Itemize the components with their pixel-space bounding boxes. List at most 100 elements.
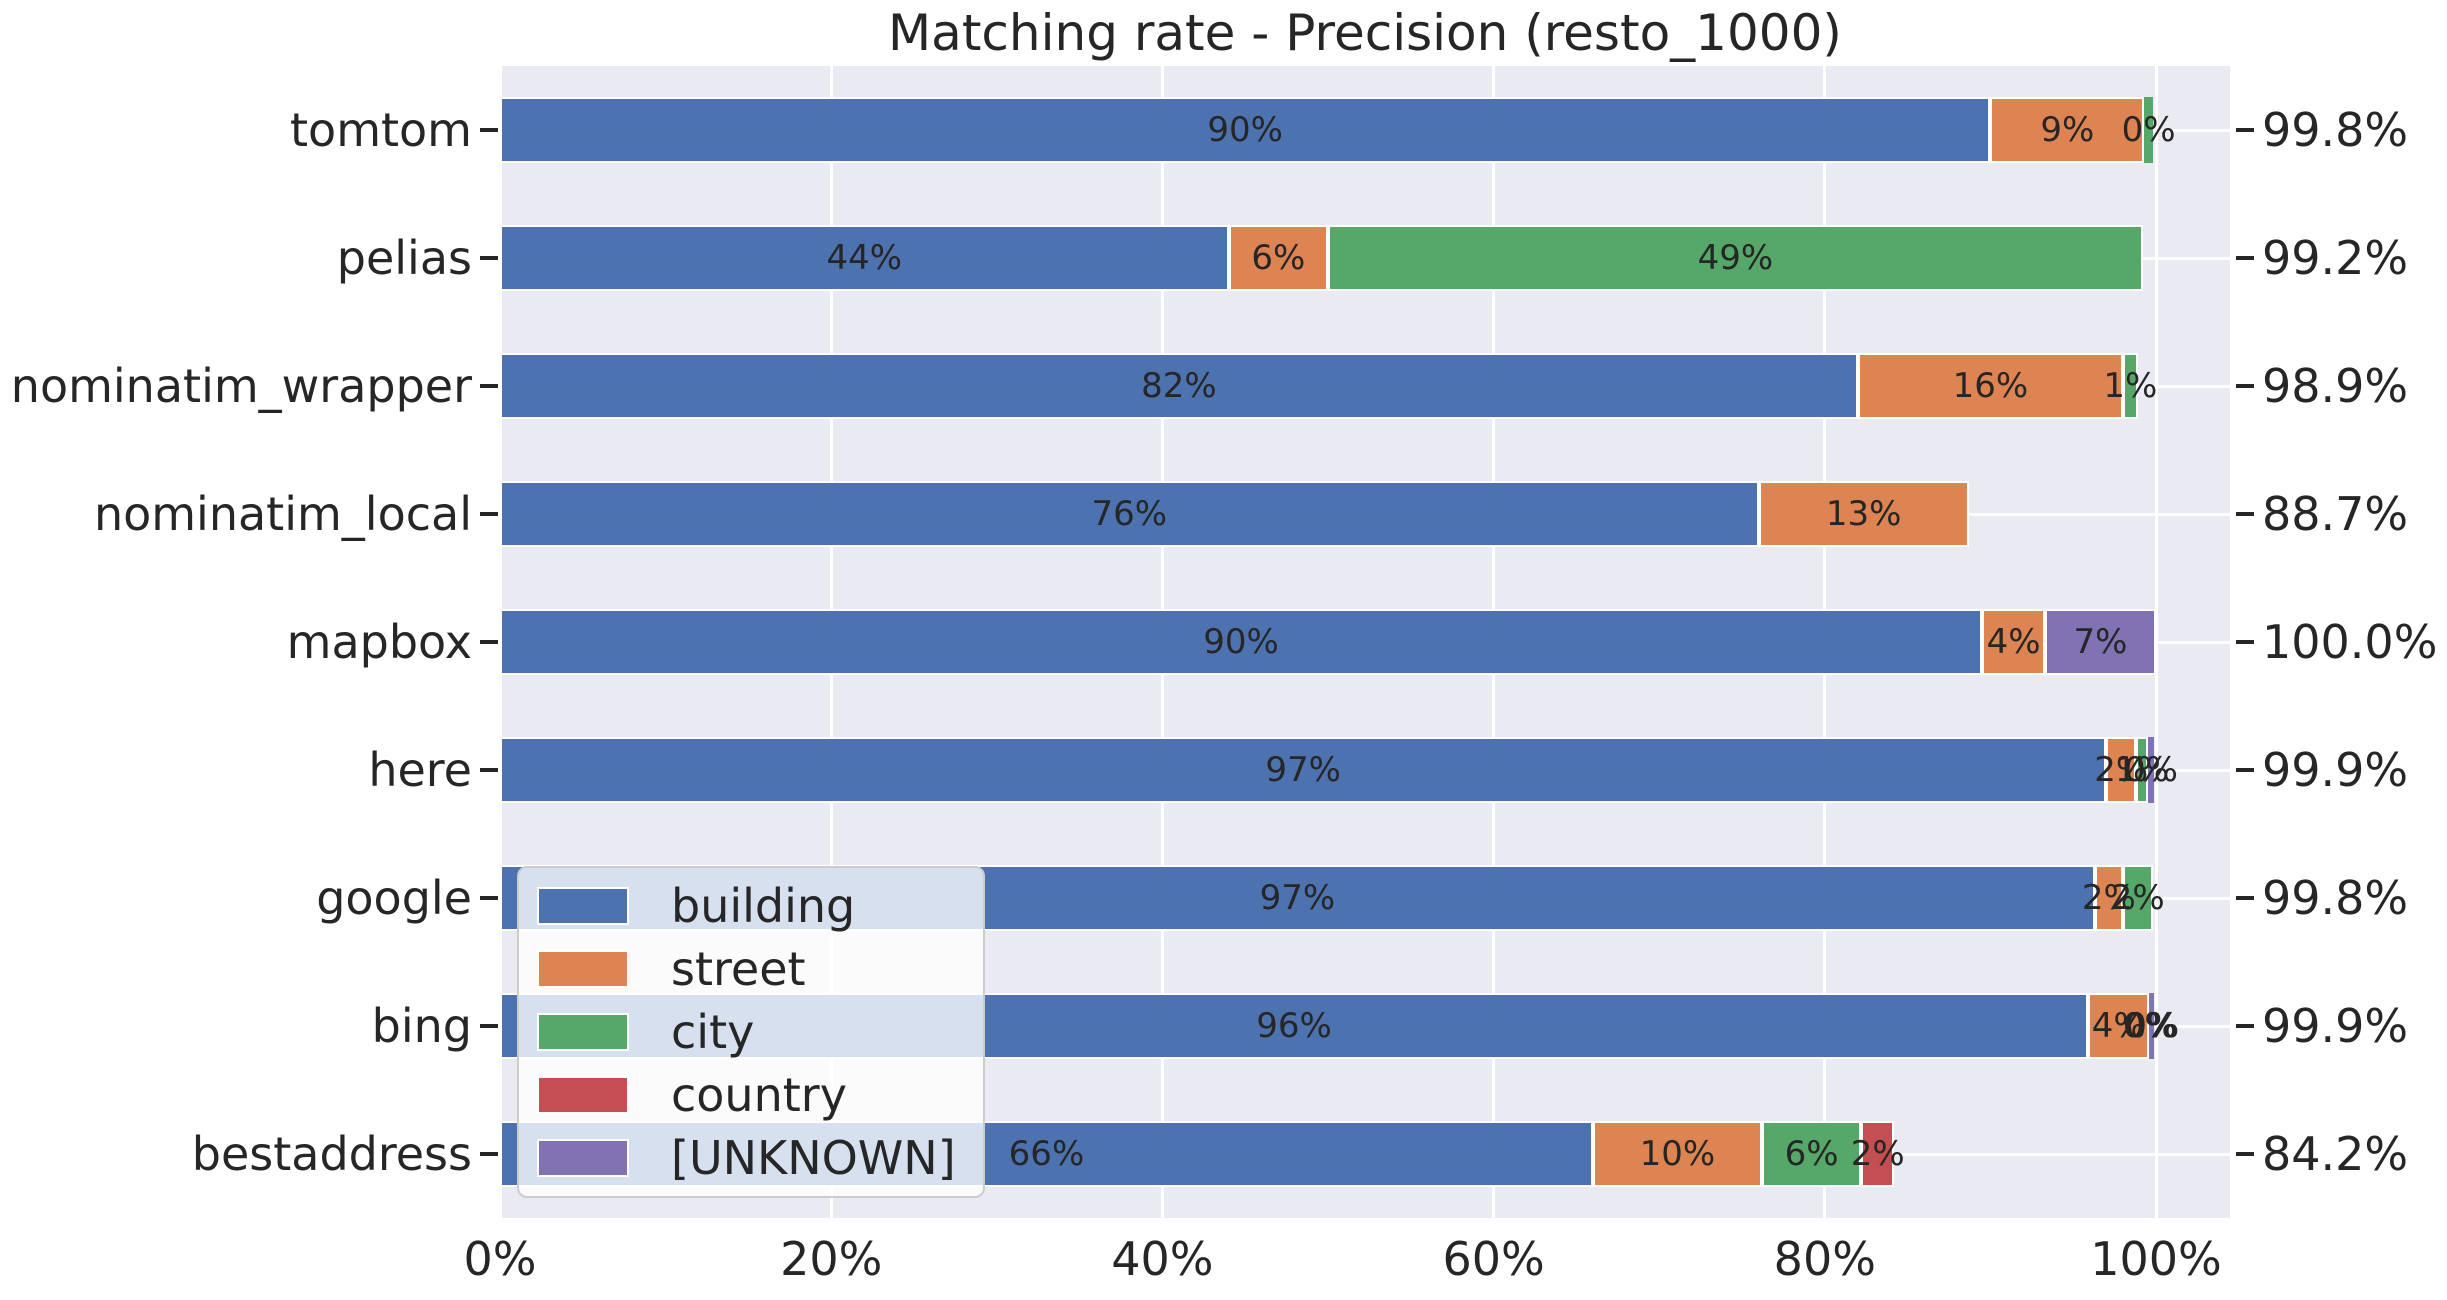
- bar-segment-label: 2%: [2081, 878, 2136, 918]
- bar-segment-street: [1857, 353, 2123, 419]
- bar-segment-label: 0%: [2124, 750, 2179, 790]
- bar-segment-street: [1592, 1121, 1762, 1187]
- bar-segment-label: 76%: [1091, 494, 1168, 534]
- y-tick-label: tomtom: [290, 103, 472, 157]
- legend-item-label: [UNKNOWN]: [671, 1131, 956, 1185]
- chart-title: Matching rate - Precision (resto_1000): [888, 4, 1842, 62]
- bar-segment-label: 90%: [1203, 622, 1279, 662]
- bar-segment-city: [1328, 225, 2143, 291]
- bar-segment-street: [1982, 609, 2046, 675]
- legend: building street city country [UNKNOWN]: [517, 866, 985, 1198]
- bar-segment-country: [1861, 1121, 1895, 1187]
- legend-swatch-building: [537, 887, 629, 925]
- y-tick-mark: [480, 512, 498, 516]
- x-tick-label: 60%: [1442, 1232, 1545, 1286]
- bar-segment-label: 2%: [2110, 878, 2165, 918]
- bar-segment-label: 0%: [2121, 110, 2176, 150]
- bar-segment-label: 7%: [2073, 622, 2128, 662]
- x-tick-label: 80%: [1773, 1232, 1876, 1286]
- bar-segment-label: 10%: [1639, 1134, 1716, 1174]
- right-tick-mark: [2236, 640, 2254, 644]
- y-tick-mark: [480, 1152, 498, 1156]
- right-tick-mark: [2236, 384, 2254, 388]
- bar-segment-building: [500, 481, 1759, 547]
- y-tick-label: here: [368, 743, 472, 797]
- x-tick-label: 40%: [1111, 1232, 1214, 1286]
- y-tick-mark: [480, 128, 498, 132]
- bar-segment-label: 1%: [2114, 750, 2169, 790]
- bar-segment-building: [500, 225, 1229, 291]
- bar-segment-street: [1228, 225, 1328, 291]
- x-tick-label: 20%: [780, 1232, 883, 1286]
- right-tick-mark: [2236, 256, 2254, 260]
- right-tick-label: 88.7%: [2262, 487, 2409, 541]
- right-tick-mark: [2236, 512, 2254, 516]
- y-tick-mark: [480, 1024, 498, 1028]
- legend-swatch-country: [537, 1076, 629, 1114]
- bar-segment-label: 13%: [1825, 494, 1902, 534]
- bar-segment-city: [2149, 993, 2151, 1059]
- y-tick-label: pelias: [336, 231, 472, 285]
- bar-segment-label: 0%: [2122, 1006, 2177, 1046]
- legend-item-label: city: [671, 1005, 755, 1059]
- bar-segment-label: 0%: [2125, 1006, 2180, 1046]
- right-tick-label: 84.2%: [2262, 1127, 2409, 1181]
- right-tick-label: 99.2%: [2262, 231, 2409, 285]
- bar-segment-city: [2144, 97, 2153, 163]
- bar-segment-label: 1%: [2103, 366, 2158, 406]
- y-tick-label: mapbox: [286, 615, 472, 669]
- bar-segment-unknown: [2150, 993, 2155, 1059]
- y-tick-label: bing: [371, 999, 472, 1053]
- right-tick-label: 100.0%: [2262, 615, 2438, 669]
- bar-segment-label: 4%: [1986, 622, 2041, 662]
- bar-segment-building: [500, 609, 1983, 675]
- bar-segment-building: [500, 97, 1991, 163]
- bar-segment-street: [1990, 97, 2145, 163]
- bar-segment-label: 9%: [2040, 110, 2095, 150]
- bar-segment-label: 44%: [826, 238, 903, 278]
- plot-area: 90% 9% 0% 44% 6% 49% 82% 16% 1% 76% 13% 90% 4% 7% 97% 2…: [498, 66, 2230, 1218]
- bar-segment-label: 49%: [1697, 238, 1774, 278]
- bar-segment-city: [2122, 353, 2138, 419]
- x-tick-label: 100%: [2090, 1232, 2222, 1286]
- legend-item: building: [519, 875, 983, 937]
- y-tick-mark: [480, 768, 498, 772]
- right-tick-label: 99.8%: [2262, 871, 2409, 925]
- legend-item-label: street: [671, 942, 806, 996]
- bar-segment-unknown: [2147, 737, 2155, 803]
- bar-segment-unknown: [2045, 609, 2156, 675]
- bar-segment-street: [2094, 865, 2123, 931]
- bar-segment-label: 66%: [1008, 1134, 1085, 1174]
- right-tick-label: 99.9%: [2262, 999, 2409, 1053]
- bar-segment-street: [2088, 993, 2150, 1059]
- legend-item: country: [519, 1064, 983, 1126]
- bar-segment-label: 97%: [1259, 878, 1336, 918]
- right-tick-mark: [2236, 768, 2254, 772]
- x-tick-label: 0%: [463, 1232, 537, 1286]
- bar-segment-label: 4%: [2091, 1006, 2146, 1046]
- right-tick-label: 99.8%: [2262, 103, 2409, 157]
- bar-segment-building: [500, 353, 1858, 419]
- right-tick-mark: [2236, 896, 2254, 900]
- y-tick-label: google: [316, 871, 472, 925]
- bar-segment-label: 96%: [1256, 1006, 1332, 1046]
- legend-swatch-unknown: [537, 1139, 629, 1177]
- right-tick-mark: [2236, 1152, 2254, 1156]
- right-tick-mark: [2236, 128, 2254, 132]
- bar-segment-city: [1761, 1121, 1862, 1187]
- bar-segment-label: 6%: [1251, 238, 1306, 278]
- bar-segment-street: [2106, 737, 2137, 803]
- bar-segment-building: [500, 737, 2107, 803]
- bar-segment-label: 2%: [2094, 750, 2149, 790]
- y-tick-label: nominatim_local: [93, 487, 472, 541]
- legend-item: [UNKNOWN]: [519, 1127, 983, 1189]
- y-tick-label: bestaddress: [191, 1127, 472, 1181]
- right-tick-mark: [2236, 1024, 2254, 1028]
- legend-swatch-street: [537, 950, 629, 988]
- bar-segment-label: 90%: [1207, 110, 1283, 150]
- bar-segment-city: [2122, 865, 2153, 931]
- legend-item: city: [519, 1001, 983, 1063]
- bar-segment-label: 82%: [1141, 366, 1217, 406]
- bar-segment-label: 2%: [1850, 1134, 1905, 1174]
